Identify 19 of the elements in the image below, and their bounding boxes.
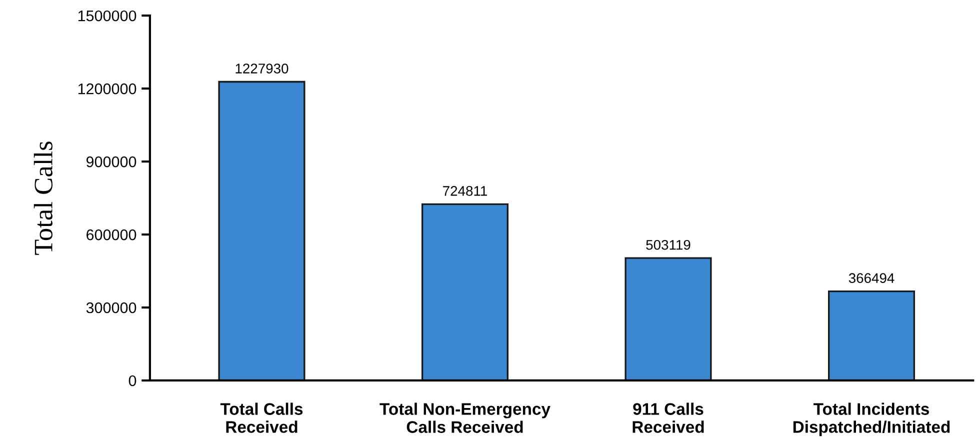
y-axis-title: Total Calls [34, 142, 52, 255]
x-tick-label: Total Incidents Dispatched/Initiated [793, 402, 950, 436]
bar [421, 203, 509, 380]
bar [828, 290, 916, 380]
data-label: 1227930 [236, 64, 288, 74]
bar [218, 80, 306, 380]
y-tick-label: 1500000 [78, 10, 136, 22]
y-tick-label: 0 [128, 375, 136, 386]
y-tick-label: 900000 [86, 156, 136, 168]
bar [624, 257, 712, 380]
x-tick-label: Total Calls Received [220, 402, 303, 433]
x-tick-label: Total Non-Emergency Calls Received [380, 402, 550, 433]
data-label: 503119 [646, 240, 690, 250]
x-tick-label: 911 Calls Received [632, 402, 704, 433]
data-label: 366494 [848, 273, 894, 284]
data-label: 724811 [443, 186, 487, 196]
y-tick-label: 600000 [86, 229, 136, 240]
y-tick-label: 300000 [86, 302, 136, 314]
y-tick-label: 1200000 [78, 83, 136, 94]
